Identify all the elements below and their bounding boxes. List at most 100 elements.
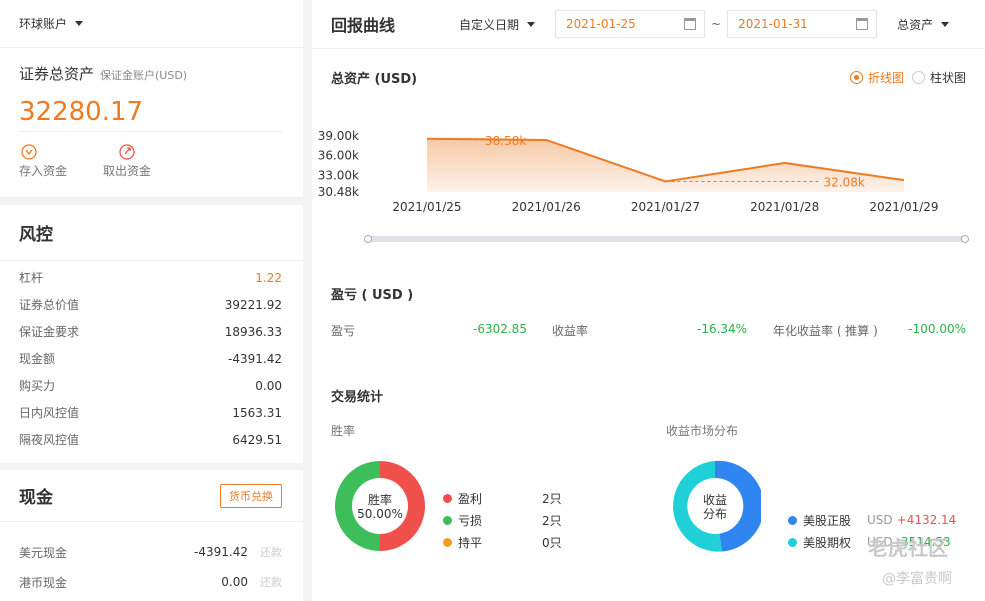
win-rate-center: 胜率 50.00% [350,493,410,521]
loss-slice [335,461,380,551]
y-tick-label: 36.00k [318,149,359,163]
bar-chart-option[interactable]: 柱状图 [911,69,966,86]
x-tick-label: 2021/01/29 [869,200,938,214]
radio-checked-icon [849,71,863,84]
repay-link[interactable]: 还款 [260,546,282,559]
deposit-icon [19,142,67,162]
cash-label: 港币现金 [19,575,68,590]
x-tick-label: 2021/01/26 [512,200,581,214]
legend-us-option: 美股期权 USD -3514.53 [788,534,951,550]
total-asset-line-chart: 39.00k 36.00k 33.00k 30.48k 38.58k 32.08k 2021… [318,129,969,243]
risk-title: 风控 [0,205,303,261]
range-select[interactable]: 自定义日期 [459,16,536,33]
trade-stats-title: 交易统计 [331,390,384,405]
us-option-slice [673,461,722,552]
currency-exchange-button[interactable]: 货币兑换 [220,483,282,508]
legend-dot [443,515,452,525]
watermark-user: @李富贵啊 [882,571,952,587]
risk-value: 1.22 [255,270,282,285]
chart-title: 总资产 (USD) [331,72,418,87]
risk-row: 证券总价值 39221.92 [0,291,303,318]
legend-currency: USD [867,535,893,549]
legend-label: 亏损 [458,513,483,528]
line-chart-option[interactable]: 折线图 [849,69,904,86]
risk-value: -4391.42 [228,351,282,366]
left-panel: 环球账户 证券总资产 保证金账户(USD) 32280.17 存入资金 取出资金 [0,0,303,601]
right-panel: 回报曲线 自定义日期 2021-01-25 ~ 2021-01-31 总资产 总… [312,0,985,601]
risk-label: 保证金要求 [19,325,80,339]
cash-row-usd: 美元现金 -4391.42 还款 [0,537,303,567]
asset-summary: 证券总资产 保证金账户(USD) 32280.17 存入资金 取出资金 [0,48,303,198]
line-chart-label: 折线图 [867,71,904,85]
y-tick-label: 33.00k [318,168,359,182]
market-dist-donut [673,460,761,552]
area-fill [427,138,904,192]
legend-dot [443,537,452,547]
range-slider-handle-right [961,235,969,243]
withdraw-label: 取出资金 [102,164,151,178]
watermark-brand: 老虎社区 [868,536,948,560]
legend-dot [443,493,452,503]
legend-label: 盈利 [458,491,483,506]
risk-value: 39221.92 [224,297,282,312]
asset-total-value: 32280.17 [19,92,283,132]
legend-win: 盈利 2只 [443,490,562,506]
win-rate-title: 胜率 [331,424,356,438]
risk-row: 保证金要求 18936.33 [0,318,303,345]
legend-dot [788,537,797,547]
risk-row: 购买力 0.00 [0,372,303,399]
return-rate-value: -16.34% [697,322,748,336]
cash-label: 美元现金 [19,545,68,560]
risk-row-leverage: 杠杆 1.22 [0,264,303,291]
legend-label: 美股期权 [803,535,852,550]
radio-unchecked-icon [911,71,925,84]
bar-chart-label: 柱状图 [929,71,966,85]
asset-subtitle: 保证金账户(USD) [100,69,188,82]
start-date-value: 2021-01-25 [566,17,636,31]
cash-value: -4391.42 [194,545,248,559]
legend-flat: 持平 0只 [443,534,562,550]
market-center-label-1: 收益 [702,493,727,507]
chart-type-toggle: 折线图 柱状图 [842,68,966,87]
account-selector[interactable]: 环球账户 [0,0,303,48]
calendar-icon [684,18,697,30]
divider [0,198,303,205]
chevron-down-icon [941,21,950,27]
x-tick-label: 2021/01/28 [750,200,819,214]
range-slider-track [365,236,965,242]
legend-value: -3514.53 [896,535,951,549]
annual-return-value: -100.00% [908,322,966,336]
risk-value: 1563.31 [232,405,282,420]
legend-label: 美股正股 [803,513,852,528]
legend-currency: USD [867,513,893,527]
risk-label: 购买力 [19,379,56,393]
cash-value: 0.00 [221,575,248,589]
metric-select-label: 总资产 [897,17,934,32]
cash-header: 现金 货币兑换 [0,470,303,522]
risk-list: 杠杆 1.22 证券总价值 39221.92 保证金要求 18936.33 现金… [0,261,303,463]
legend-dot [788,515,797,525]
us-stock-slice [715,460,761,552]
start-date-input[interactable]: 2021-01-25 [555,10,706,38]
withdraw-button[interactable]: 取出资金 [91,142,163,179]
repay-link[interactable]: 还款 [260,576,282,589]
end-date-input[interactable]: 2021-01-31 [727,10,878,38]
risk-value: 18936.33 [224,324,282,339]
risk-row: 现金额 -4391.42 [0,345,303,372]
metric-select[interactable]: 总资产 [897,16,950,33]
risk-value: 0.00 [255,378,282,393]
market-dist-center: 收益 分布 [685,493,745,521]
return-curve-toolbar: 回报曲线 自定义日期 2021-01-25 ~ 2021-01-31 总资产 [312,0,985,49]
max-label: 38.58k [485,134,526,148]
legend-value: 0只 [542,535,562,550]
win-rate-center-label: 胜率 [367,493,392,507]
divider [0,463,303,470]
pnl-label: 盈亏 [331,324,356,338]
market-dist-title: 收益市场分布 [666,424,739,438]
market-center-label-2: 分布 [702,507,727,521]
deposit-button[interactable]: 存入资金 [19,142,67,179]
cash-title: 现金 [19,488,53,508]
legend-label: 持平 [458,535,483,550]
cash-row-hkd: 港币现金 0.00 还款 [0,567,303,597]
min-label: 32.08k [824,175,865,189]
